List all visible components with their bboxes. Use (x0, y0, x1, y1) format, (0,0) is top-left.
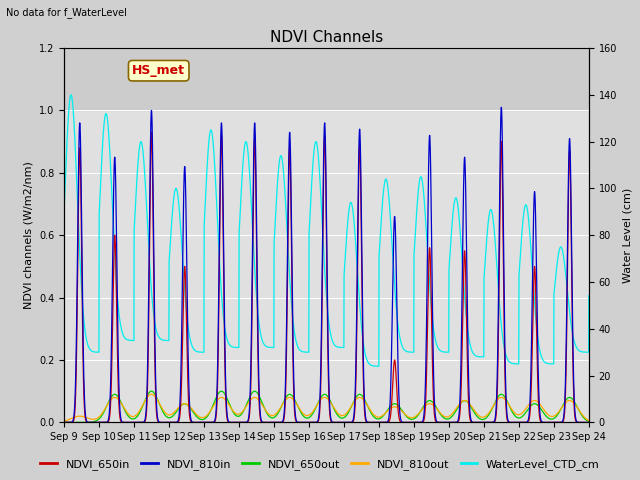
Y-axis label: Water Level (cm): Water Level (cm) (623, 188, 632, 283)
Text: HS_met: HS_met (132, 64, 185, 77)
Title: NDVI Channels: NDVI Channels (270, 30, 383, 46)
Legend: NDVI_650in, NDVI_810in, NDVI_650out, NDVI_810out, WaterLevel_CTD_cm: NDVI_650in, NDVI_810in, NDVI_650out, NDV… (36, 455, 604, 474)
Y-axis label: NDVI channels (W/m2/nm): NDVI channels (W/m2/nm) (23, 161, 33, 309)
Text: No data for f_WaterLevel: No data for f_WaterLevel (6, 7, 127, 18)
Bar (64, 33, 589, 110)
